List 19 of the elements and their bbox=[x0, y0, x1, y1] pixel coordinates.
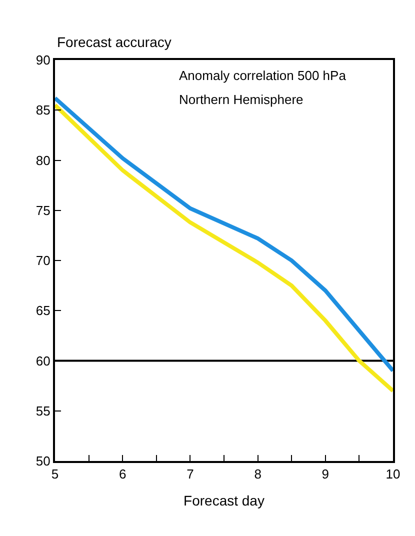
annotation: Northern Hemisphere bbox=[179, 92, 304, 107]
y-tick-label: 75 bbox=[36, 202, 50, 218]
x-tick-label: 9 bbox=[322, 466, 330, 482]
x-axis-title: Forecast day bbox=[184, 492, 264, 508]
y-tick-label: 50 bbox=[36, 454, 50, 469]
y-tick-label: 70 bbox=[36, 253, 50, 268]
x-tick-label: 8 bbox=[254, 466, 262, 482]
x-tick-label: 5 bbox=[51, 466, 59, 482]
y-tick-label: 55 bbox=[36, 403, 50, 418]
x-tick-label: 6 bbox=[118, 466, 126, 482]
y-tick-label: 90 bbox=[36, 52, 50, 68]
x-tick-label: 10 bbox=[386, 466, 400, 482]
y-tick-label: 60 bbox=[36, 353, 50, 368]
x-tick-label: 7 bbox=[186, 466, 194, 482]
y-tick-label: 65 bbox=[36, 303, 50, 318]
y-axis-title: Forecast accuracy bbox=[57, 34, 172, 50]
annotation: Anomaly correlation 500 hPa bbox=[179, 68, 347, 83]
y-tick-label: 85 bbox=[36, 102, 50, 118]
y-tick-label: 80 bbox=[36, 152, 50, 168]
